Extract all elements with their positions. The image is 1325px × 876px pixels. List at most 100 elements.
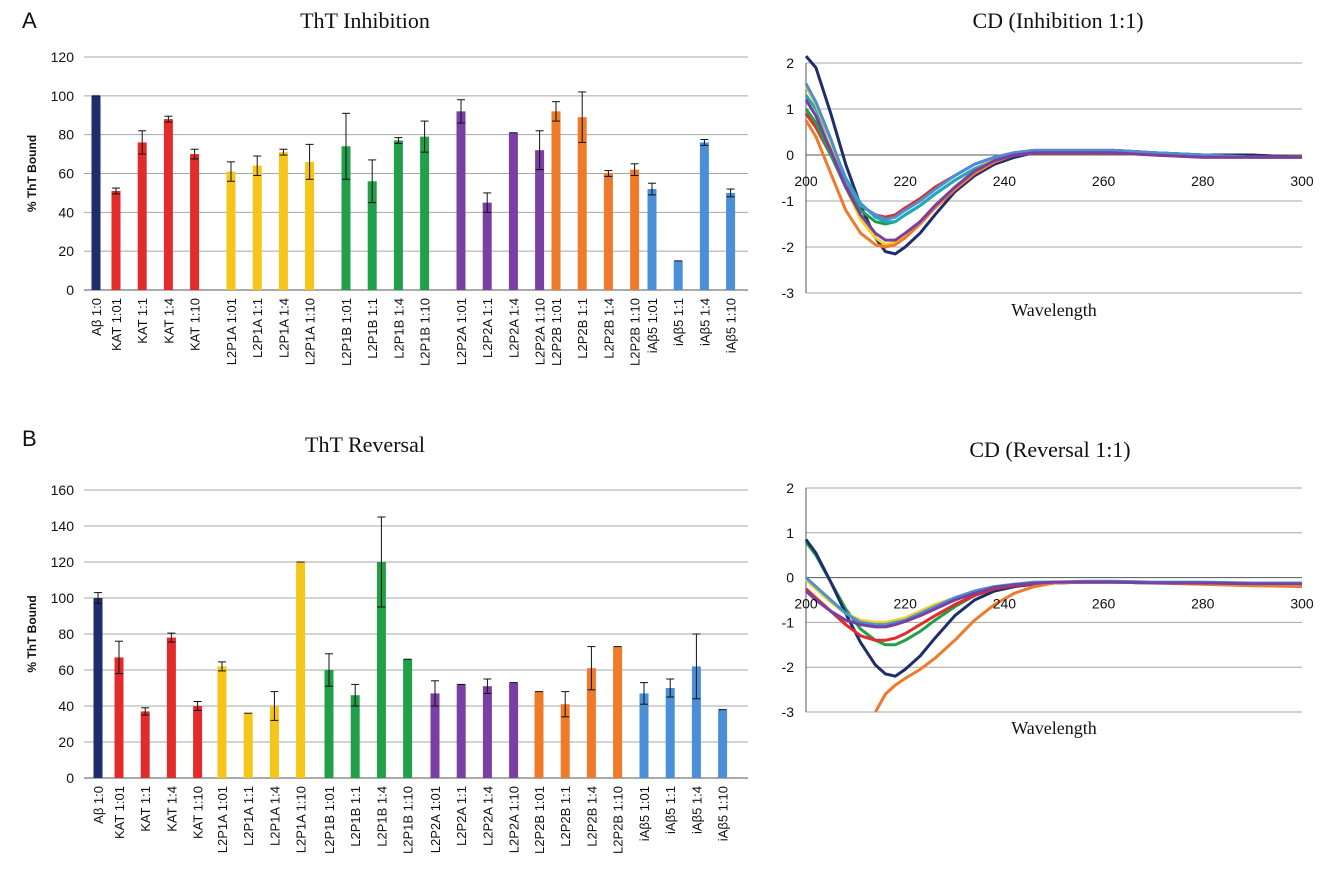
category-label: L2P1A 1:10 [303, 298, 318, 365]
bar [114, 657, 124, 778]
y-tick-label: 1 [786, 525, 794, 541]
x-tick-label: 280 [1191, 596, 1215, 612]
category-label: L2P1A 1:01 [215, 786, 230, 853]
bar [166, 637, 176, 778]
category-label: L2P2A 1:10 [507, 786, 522, 853]
bar [350, 695, 360, 778]
category-label: L2P1B 1:4 [391, 298, 406, 359]
y-tick-label: -1 [782, 614, 795, 630]
category-label: L2P1A 1:1 [250, 298, 265, 358]
series-line [804, 580, 1302, 642]
bar [269, 706, 279, 778]
y-tick-label: 0 [786, 570, 794, 586]
category-label: L2P2A 1:1 [454, 786, 469, 846]
y-tick-label: -2 [782, 239, 795, 255]
bar [508, 132, 518, 290]
category-label: L2P2B 1:10 [628, 298, 643, 366]
y-tick-label: -2 [782, 659, 795, 675]
bar [252, 165, 262, 290]
bar [691, 666, 701, 778]
category-label: KAT 1:10 [191, 786, 206, 839]
y-tick-label: -3 [782, 704, 795, 720]
x-tick-label: 300 [1290, 596, 1314, 612]
y-tick-label: 0 [66, 282, 74, 298]
bar [551, 111, 561, 290]
category-label: L2P1B 1:10 [401, 786, 416, 854]
category-label: L2P1B 1:10 [418, 298, 433, 366]
bar [140, 711, 150, 778]
chart-title: ThT Reversal [305, 432, 425, 457]
y-tick-label: 40 [58, 204, 74, 220]
x-tick-label: 220 [894, 596, 918, 612]
category-label: L2P2A 1:4 [480, 786, 495, 846]
category-label: L2P2B 1:10 [611, 786, 626, 854]
bar [718, 709, 728, 778]
bar [367, 181, 377, 290]
category-label: KAT 1:1 [138, 786, 153, 832]
category-label: L2P2B 1:4 [601, 298, 616, 359]
category-label: L2P2A 1:1 [480, 298, 495, 358]
y-tick-label: 0 [786, 147, 794, 163]
y-tick-label: -1 [782, 193, 795, 209]
category-label: iAβ5 1:10 [724, 298, 739, 353]
category-label: iAβ5 1:01 [637, 786, 652, 841]
bar [726, 192, 736, 290]
y-tick-label: 140 [51, 518, 75, 534]
bar [535, 150, 545, 290]
y-tick-label: 1 [786, 101, 794, 117]
bar [296, 562, 306, 778]
category-label: L2P2B 1:1 [558, 786, 573, 847]
y-tick-label: 2 [786, 55, 794, 71]
category-label: L2P2A 1:01 [428, 786, 443, 853]
series-line [804, 580, 1302, 629]
bar [509, 682, 519, 778]
x-tick-label: 200 [794, 596, 818, 612]
bar [163, 119, 173, 290]
category-label: iAβ5 1:1 [663, 786, 678, 834]
series-line [804, 99, 1302, 242]
category-label: KAT 1:4 [164, 786, 179, 832]
panel-letter-a: A [22, 8, 37, 33]
panel-letter-b: B [22, 426, 37, 451]
cd-inhibition-chart: CD (Inhibition 1:1) -3 -2 -1 0 1 2 200 220 240 260… [782, 8, 1314, 320]
category-label: iAβ5 1:1 [671, 298, 686, 346]
bar [665, 688, 675, 778]
chart-title: CD (Reversal 1:1) [969, 437, 1130, 462]
category-label: L2P1A 1:4 [267, 786, 282, 846]
series-line [804, 112, 1302, 219]
category-label: iAβ5 1:01 [645, 298, 660, 353]
chart-title: ThT Inhibition [300, 8, 430, 33]
category-label: KAT 1:1 [135, 298, 150, 344]
category-label: KAT 1:01 [109, 298, 124, 351]
bar [376, 562, 386, 778]
y-tick-label: 40 [58, 698, 74, 714]
bar [91, 95, 101, 290]
bar [226, 171, 236, 290]
x-tick-label: 300 [1290, 173, 1314, 189]
bar [673, 260, 683, 290]
category-label: L2P1A 1:10 [294, 786, 309, 853]
bar [217, 666, 227, 778]
x-tick-label: 280 [1191, 173, 1215, 189]
y-tick-label: 20 [58, 243, 74, 259]
bar [190, 154, 200, 290]
category-label: KAT 1:10 [188, 298, 203, 351]
category-label: L2P1B 1:1 [348, 786, 363, 847]
bar [630, 169, 640, 290]
bar [603, 173, 613, 290]
y-axis-label: % ThT Bound [25, 595, 39, 672]
series-line [804, 108, 1302, 226]
category-label: L2P2A 1:4 [506, 298, 521, 358]
y-tick-label: 80 [58, 626, 74, 642]
y-tick-label: 80 [58, 127, 74, 143]
bar [560, 704, 570, 778]
category-label: Aβ 1:0 [89, 298, 104, 336]
bar [278, 152, 288, 290]
y-tick-label: 160 [51, 482, 75, 498]
category-label: KAT 1:4 [161, 298, 176, 344]
category-label: L2P1A 1:4 [276, 298, 291, 358]
bar [639, 693, 649, 778]
bar [403, 659, 413, 778]
category-label: L2P2B 1:01 [549, 298, 564, 366]
